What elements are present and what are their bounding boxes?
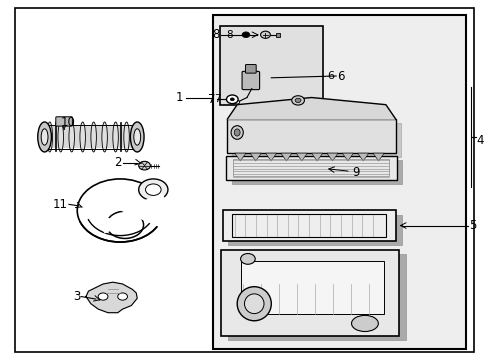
Text: 7: 7 xyxy=(208,93,215,106)
Circle shape xyxy=(226,95,238,104)
Circle shape xyxy=(139,161,150,170)
Circle shape xyxy=(98,293,108,300)
Ellipse shape xyxy=(58,122,63,152)
Text: 7: 7 xyxy=(214,94,221,104)
Text: 6: 6 xyxy=(327,71,334,81)
Text: 8: 8 xyxy=(212,28,219,41)
Text: 8: 8 xyxy=(225,30,232,40)
Ellipse shape xyxy=(244,294,264,314)
Circle shape xyxy=(145,184,161,195)
Bar xyxy=(231,160,402,184)
Ellipse shape xyxy=(351,315,378,332)
Circle shape xyxy=(139,179,167,201)
Circle shape xyxy=(295,98,301,103)
Ellipse shape xyxy=(91,122,96,152)
Ellipse shape xyxy=(234,129,240,136)
Bar xyxy=(222,211,395,241)
Polygon shape xyxy=(342,153,353,161)
Bar xyxy=(227,254,405,340)
Polygon shape xyxy=(280,153,291,161)
Bar xyxy=(240,261,384,315)
Polygon shape xyxy=(234,153,245,161)
Circle shape xyxy=(118,293,127,300)
FancyBboxPatch shape xyxy=(56,117,72,126)
Ellipse shape xyxy=(231,126,243,139)
Polygon shape xyxy=(227,98,395,119)
Text: 4: 4 xyxy=(475,134,483,147)
Bar xyxy=(227,119,395,153)
Ellipse shape xyxy=(41,129,48,145)
Ellipse shape xyxy=(130,122,144,152)
Bar xyxy=(212,15,466,348)
Wedge shape xyxy=(120,193,167,228)
Bar xyxy=(220,26,322,105)
Text: 3: 3 xyxy=(73,290,80,303)
FancyBboxPatch shape xyxy=(242,71,259,90)
Ellipse shape xyxy=(69,122,74,152)
Ellipse shape xyxy=(80,122,85,152)
Bar xyxy=(232,214,385,237)
Polygon shape xyxy=(326,153,337,161)
Wedge shape xyxy=(102,216,125,233)
Text: 6: 6 xyxy=(336,69,344,82)
Bar xyxy=(232,123,400,157)
FancyBboxPatch shape xyxy=(245,64,256,73)
Ellipse shape xyxy=(38,122,51,152)
Text: 5: 5 xyxy=(468,219,475,232)
Bar xyxy=(233,159,388,176)
Polygon shape xyxy=(86,282,137,313)
Circle shape xyxy=(230,98,234,101)
Polygon shape xyxy=(276,33,279,37)
Bar xyxy=(221,250,398,336)
Ellipse shape xyxy=(134,129,141,145)
Text: 2: 2 xyxy=(113,156,121,169)
Ellipse shape xyxy=(123,122,129,152)
Bar xyxy=(225,156,396,180)
Ellipse shape xyxy=(102,122,107,152)
Polygon shape xyxy=(265,153,276,161)
Circle shape xyxy=(240,253,255,264)
Text: 11: 11 xyxy=(53,198,68,211)
Polygon shape xyxy=(357,153,368,161)
Ellipse shape xyxy=(113,122,118,152)
Polygon shape xyxy=(296,153,307,161)
Circle shape xyxy=(291,96,304,105)
Ellipse shape xyxy=(47,122,52,152)
Circle shape xyxy=(242,32,249,38)
Circle shape xyxy=(260,31,270,39)
Text: 1: 1 xyxy=(176,91,183,104)
Ellipse shape xyxy=(237,287,271,321)
Polygon shape xyxy=(372,153,384,161)
Bar xyxy=(47,126,135,148)
Text: 9: 9 xyxy=(351,166,359,179)
Bar xyxy=(228,215,401,245)
Polygon shape xyxy=(249,153,261,161)
Text: 10: 10 xyxy=(61,116,75,129)
Polygon shape xyxy=(311,153,322,161)
Circle shape xyxy=(234,100,239,104)
